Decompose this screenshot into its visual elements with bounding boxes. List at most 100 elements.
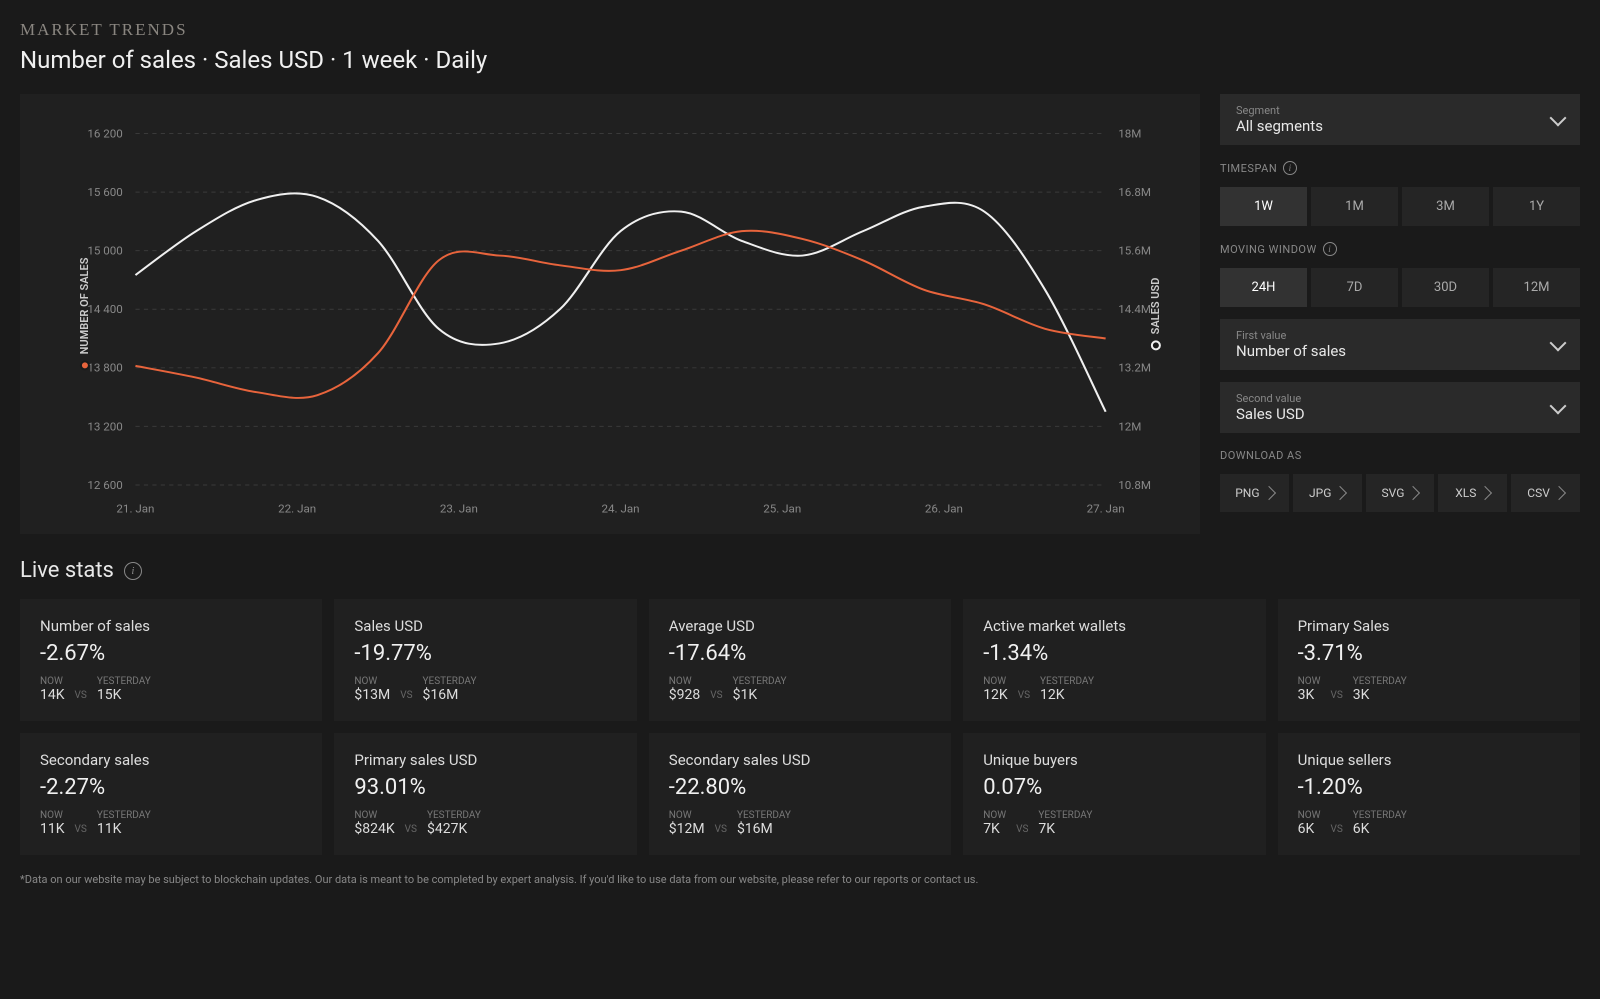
arrow-right-icon — [1406, 486, 1420, 500]
stat-pct: -3.71% — [1298, 641, 1560, 666]
stat-card[interactable]: Secondary sales -2.27% NOW11KVSYESTERDAY11… — [20, 733, 322, 855]
svg-text:16.8M: 16.8M — [1118, 186, 1151, 198]
live-stats-heading: Live stats i — [20, 558, 1580, 583]
download-buttons: PNGJPGSVGXLSCSV — [1220, 474, 1580, 512]
first-value-label: First value — [1236, 329, 1346, 342]
stat-title: Average USD — [669, 617, 931, 635]
window-btn-12m[interactable]: 12M — [1493, 268, 1580, 307]
stat-compare: NOW$13MVSYESTERDAY$16M — [354, 676, 616, 703]
page-title: Number of sales · Sales USD · 1 week · D… — [20, 46, 1580, 74]
stat-title: Active market wallets — [983, 617, 1245, 635]
timespan-buttons: 1W1M3M1Y — [1220, 187, 1580, 226]
stat-compare: NOW11KVSYESTERDAY11K — [40, 810, 302, 837]
arrow-right-icon — [1552, 486, 1566, 500]
first-value: Number of sales — [1236, 342, 1346, 360]
info-icon[interactable]: i — [1283, 161, 1297, 175]
download-heading-text: DOWNLOAD AS — [1220, 449, 1302, 462]
stat-pct: -22.80% — [669, 775, 931, 800]
svg-text:13 200: 13 200 — [87, 421, 122, 433]
stat-pct: -2.27% — [40, 775, 302, 800]
timespan-btn-1m[interactable]: 1M — [1311, 187, 1398, 226]
stat-compare: NOW14KVSYESTERDAY15K — [40, 676, 302, 703]
svg-text:24. Jan: 24. Jan — [602, 503, 640, 515]
svg-text:15 600: 15 600 — [87, 186, 122, 198]
info-icon[interactable]: i — [1323, 242, 1337, 256]
window-buttons: 24H7D30D12M — [1220, 268, 1580, 307]
stat-card[interactable]: Primary sales USD93.01%NOW$824KVSYESTERD… — [334, 733, 636, 855]
timespan-heading-text: TIMESPAN — [1220, 162, 1277, 175]
page-overline: MARKET TRENDS — [20, 20, 1580, 40]
svg-text:26. Jan: 26. Jan — [925, 503, 963, 515]
stat-title: Secondary sales USD — [669, 751, 931, 769]
stat-pct: -19.77% — [354, 641, 616, 666]
second-value-select[interactable]: Second value Sales USD — [1220, 382, 1580, 433]
stat-compare: NOW$928VSYESTERDAY$1K — [669, 676, 931, 703]
stat-compare: NOW$824KVSYESTERDAY$427K — [354, 810, 616, 837]
series2-marker-icon — [1151, 340, 1161, 350]
segment-select[interactable]: Segment All segments — [1220, 94, 1580, 145]
stat-title: Sales USD — [354, 617, 616, 635]
download-heading: DOWNLOAD AS — [1220, 449, 1580, 462]
stat-compare: NOW$12MVSYESTERDAY$16M — [669, 810, 931, 837]
right-axis-text: SALES USD — [1149, 278, 1162, 335]
svg-text:25. Jan: 25. Jan — [763, 503, 801, 515]
timespan-btn-1w[interactable]: 1W — [1220, 187, 1307, 226]
stat-card[interactable]: Unique sellers-1.20%NOW6KVSYESTERDAY6K — [1278, 733, 1580, 855]
left-axis-text: NUMBER OF SALES — [78, 258, 91, 355]
download-xls[interactable]: XLS — [1438, 474, 1507, 512]
chevron-down-icon — [1550, 109, 1567, 126]
stat-card[interactable]: Primary Sales-3.71%NOW3KVSYESTERDAY3K — [1278, 599, 1580, 721]
download-jpg[interactable]: JPG — [1293, 474, 1362, 512]
svg-text:15 000: 15 000 — [87, 245, 122, 257]
svg-text:14.4M: 14.4M — [1118, 304, 1151, 316]
stat-title: Primary sales USD — [354, 751, 616, 769]
svg-text:13.2M: 13.2M — [1118, 362, 1151, 374]
stat-card[interactable]: Sales USD -19.77% NOW$13MVSYESTERDAY$16M — [334, 599, 636, 721]
download-png[interactable]: PNG — [1220, 474, 1289, 512]
window-heading-text: MOVING WINDOW — [1220, 243, 1317, 256]
stat-card[interactable]: Secondary sales USD -22.80% NOW$12MVSYESTE… — [649, 733, 951, 855]
svg-text:12 600: 12 600 — [87, 479, 122, 491]
svg-text:27. Jan: 27. Jan — [1087, 503, 1125, 515]
stats-grid: Number of sales -2.67% NOW14KVSYESTERDAY15… — [20, 599, 1580, 855]
stat-title: Unique buyers — [983, 751, 1245, 769]
download-svg[interactable]: SVG — [1366, 474, 1435, 512]
segment-label: Segment — [1236, 104, 1323, 117]
arrow-right-icon — [1333, 486, 1347, 500]
stat-title: Secondary sales — [40, 751, 302, 769]
svg-text:23. Jan: 23. Jan — [440, 503, 478, 515]
stat-compare: NOW6KVSYESTERDAY6K — [1298, 810, 1560, 837]
stat-pct: -1.20% — [1298, 775, 1560, 800]
second-value-label: Second value — [1236, 392, 1305, 405]
window-btn-30d[interactable]: 30D — [1402, 268, 1489, 307]
info-icon[interactable]: i — [124, 562, 142, 580]
stat-title: Primary Sales — [1298, 617, 1560, 635]
series1-marker-icon — [79, 360, 89, 370]
chevron-down-icon — [1550, 334, 1567, 351]
stat-title: Number of sales — [40, 617, 302, 635]
window-btn-7d[interactable]: 7D — [1311, 268, 1398, 307]
timespan-btn-1y[interactable]: 1Y — [1493, 187, 1580, 226]
download-csv[interactable]: CSV — [1511, 474, 1580, 512]
chart-panel: NUMBER OF SALES SALES USD 12 600 10.8M 13 … — [20, 94, 1200, 534]
window-btn-24h[interactable]: 24H — [1220, 268, 1307, 307]
stat-card[interactable]: Unique buyers 0.07% NOW7KVSYESTERDAY7K — [963, 733, 1265, 855]
side-panel: Segment All segments TIMESPAN i 1W1M3M1Y… — [1220, 94, 1580, 534]
stat-compare: NOW12KVSYESTERDAY12K — [983, 676, 1245, 703]
stat-card[interactable]: Active market wallets -1.34% NOW12KVSYESTE… — [963, 599, 1265, 721]
svg-text:12M: 12M — [1118, 421, 1141, 433]
stat-card[interactable]: Number of sales -2.67% NOW14KVSYESTERDAY15… — [20, 599, 322, 721]
svg-text:18M: 18M — [1118, 128, 1141, 140]
second-value: Sales USD — [1236, 405, 1305, 423]
chart-svg: 12 60010.8M13 20012M13 80013.2M14 40014.… — [30, 114, 1190, 524]
svg-text:16 200: 16 200 — [87, 128, 122, 140]
first-value-select[interactable]: First value Number of sales — [1220, 319, 1580, 370]
svg-text:10.8M: 10.8M — [1118, 479, 1151, 491]
svg-text:13 800: 13 800 — [87, 362, 122, 374]
stat-pct: -2.67% — [40, 641, 302, 666]
stat-pct: -1.34% — [983, 641, 1245, 666]
stat-compare: NOW7KVSYESTERDAY7K — [983, 810, 1245, 837]
stat-pct: 0.07% — [983, 775, 1245, 800]
stat-card[interactable]: Average USD-17.64%NOW$928VSYESTERDAY$1K — [649, 599, 951, 721]
timespan-btn-3m[interactable]: 3M — [1402, 187, 1489, 226]
